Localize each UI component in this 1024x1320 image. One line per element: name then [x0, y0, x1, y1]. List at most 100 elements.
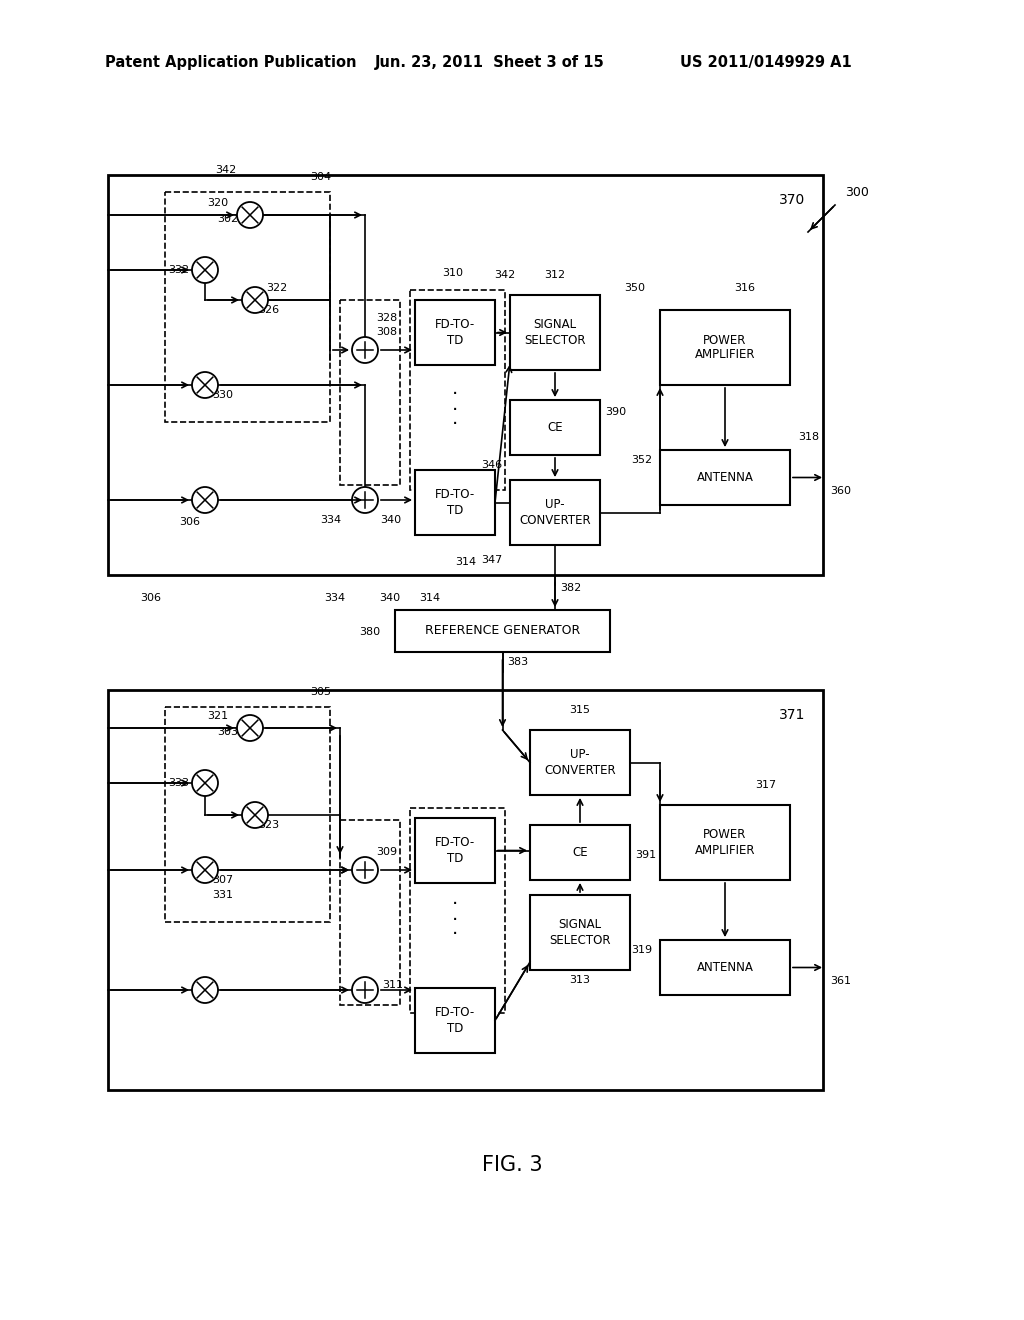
Bar [660, 450, 790, 506]
Text: ·: · [452, 416, 458, 434]
Text: FD-TO-
TD: FD-TO- TD [435, 837, 475, 865]
Bar [415, 470, 495, 535]
Bar [340, 820, 400, 1005]
Bar [660, 940, 790, 995]
Bar [165, 708, 330, 921]
Text: ·: · [452, 911, 458, 929]
Text: 334: 334 [321, 515, 342, 525]
Text: 342: 342 [215, 165, 237, 176]
Text: 334: 334 [325, 593, 345, 603]
Circle shape [193, 487, 218, 513]
Text: 383: 383 [508, 657, 528, 667]
Text: 390: 390 [605, 407, 626, 417]
Circle shape [193, 857, 218, 883]
Text: 350: 350 [625, 282, 645, 293]
Bar [395, 610, 610, 652]
Text: Patent Application Publication: Patent Application Publication [105, 54, 356, 70]
Text: 302: 302 [217, 214, 239, 224]
Text: 309: 309 [377, 847, 397, 857]
Text: REFERENCE GENERATOR: REFERENCE GENERATOR [425, 624, 581, 638]
Circle shape [352, 487, 378, 513]
Text: CE: CE [572, 846, 588, 859]
Text: 330: 330 [213, 389, 233, 400]
Text: 315: 315 [569, 705, 591, 715]
Text: 360: 360 [830, 486, 851, 495]
Text: POWER
AMPLIFIER: POWER AMPLIFIER [694, 829, 756, 857]
Text: 303: 303 [217, 727, 239, 737]
Bar [410, 808, 505, 1012]
Circle shape [237, 202, 263, 228]
Text: FD-TO-
TD: FD-TO- TD [435, 318, 475, 346]
Text: 319: 319 [631, 945, 652, 954]
Text: 380: 380 [358, 627, 380, 638]
Bar [165, 191, 330, 422]
Bar [108, 176, 823, 576]
Bar [340, 300, 400, 484]
Circle shape [237, 715, 263, 741]
Text: 308: 308 [377, 327, 397, 337]
Text: 391: 391 [635, 850, 656, 861]
Text: 340: 340 [381, 515, 401, 525]
Text: 311: 311 [383, 979, 403, 990]
Text: 317: 317 [755, 780, 776, 789]
Bar [530, 730, 630, 795]
Text: 312: 312 [545, 271, 565, 280]
Text: ·: · [452, 925, 458, 945]
Text: 313: 313 [569, 975, 591, 985]
Text: ·: · [452, 385, 458, 404]
Text: 318: 318 [798, 432, 819, 442]
Text: 304: 304 [310, 172, 331, 182]
Text: ANTENNA: ANTENNA [696, 961, 754, 974]
Text: US 2011/0149929 A1: US 2011/0149929 A1 [680, 54, 852, 70]
Text: CE: CE [547, 421, 563, 434]
Text: 352: 352 [631, 455, 652, 465]
Text: UP-
CONVERTER: UP- CONVERTER [519, 499, 591, 527]
Text: 310: 310 [442, 268, 463, 279]
Bar [510, 400, 600, 455]
Bar [510, 480, 600, 545]
Text: FIG. 3: FIG. 3 [481, 1155, 543, 1175]
Text: SIGNAL
SELECTOR: SIGNAL SELECTOR [524, 318, 586, 346]
Text: POWER
AMPLIFIER: POWER AMPLIFIER [694, 334, 756, 362]
Text: 314: 314 [420, 593, 440, 603]
Text: 323: 323 [258, 820, 280, 830]
Text: 316: 316 [734, 282, 756, 293]
Circle shape [242, 286, 268, 313]
Bar [510, 294, 600, 370]
Circle shape [193, 257, 218, 282]
Text: FD-TO-
TD: FD-TO- TD [435, 1006, 475, 1035]
Text: SIGNAL
SELECTOR: SIGNAL SELECTOR [549, 919, 610, 946]
Text: FD-TO-
TD: FD-TO- TD [435, 488, 475, 516]
Text: 300: 300 [845, 186, 869, 199]
Text: 361: 361 [830, 975, 851, 986]
Text: Jun. 23, 2011  Sheet 3 of 15: Jun. 23, 2011 Sheet 3 of 15 [375, 54, 605, 70]
Circle shape [352, 977, 378, 1003]
Circle shape [242, 803, 268, 828]
Text: 321: 321 [208, 711, 228, 721]
Text: 342: 342 [495, 271, 516, 280]
Text: 332: 332 [168, 265, 189, 275]
Bar [530, 895, 630, 970]
Circle shape [193, 977, 218, 1003]
Text: 328: 328 [377, 313, 397, 323]
Text: 326: 326 [258, 305, 280, 315]
Text: 320: 320 [208, 198, 228, 209]
Circle shape [352, 857, 378, 883]
Bar [660, 805, 790, 880]
Text: UP-
CONVERTER: UP- CONVERTER [544, 748, 615, 776]
Text: 382: 382 [560, 583, 582, 593]
Bar [530, 825, 630, 880]
Text: 371: 371 [778, 708, 805, 722]
Bar [660, 310, 790, 385]
Text: 370: 370 [778, 193, 805, 207]
Text: 322: 322 [266, 282, 288, 293]
Text: ANTENNA: ANTENNA [696, 471, 754, 484]
Text: 314: 314 [455, 557, 476, 568]
Text: 331: 331 [213, 890, 233, 900]
Bar [108, 690, 823, 1090]
Text: ·: · [452, 895, 458, 915]
Text: 307: 307 [212, 875, 233, 884]
Bar [415, 818, 495, 883]
Text: 333: 333 [169, 777, 189, 788]
Text: 306: 306 [140, 593, 161, 603]
